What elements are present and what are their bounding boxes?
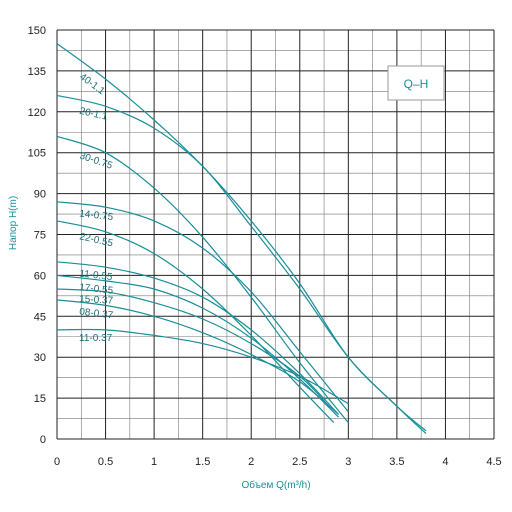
- curve-14-0.75: [56, 201, 349, 413]
- curve-label-08-0.37: 08-0.37: [79, 307, 114, 322]
- curve-30-0.75: [56, 135, 349, 423]
- y-tick-label: 45: [34, 311, 46, 323]
- curve-20-1.1: [56, 94, 427, 432]
- tick-labels-group: 0 0.5 1 1.5 2 2.5 3 3.5 4 4.5 0 15 30 45 60 75 90 105 120 1…: [28, 25, 502, 468]
- y-tick-label: 90: [34, 189, 46, 201]
- curve-11-0.37: [56, 328, 349, 405]
- y-tick-label: 135: [28, 66, 46, 78]
- y-axis-title: Напор H(m): [8, 196, 19, 250]
- major-grid: [56, 29, 495, 440]
- x-tick-label: 4.5: [486, 456, 501, 468]
- y-tick-label: 60: [34, 270, 46, 282]
- curve-08-0.37: [56, 299, 339, 415]
- x-tick-label: 4: [442, 456, 448, 468]
- x-tick-label: 3.5: [389, 456, 404, 468]
- curve-17-0.55: [56, 274, 340, 418]
- legend-text: Q–H: [404, 77, 429, 91]
- curve-label-11-0.37: 11-0.37: [79, 333, 113, 344]
- x-tick-label: 0: [54, 456, 60, 468]
- curves-group: [56, 43, 427, 434]
- curve-label-14-0.75: 14-0.75: [79, 208, 114, 223]
- curve-22-0.55: [56, 220, 335, 424]
- x-tick-label: 1: [151, 456, 157, 468]
- x-axis-title: Объем Q(m³/h): [241, 479, 310, 491]
- curve-label-17-0.55: 17-0.55: [79, 282, 114, 297]
- curve-11-0.55: [56, 261, 340, 415]
- y-tick-label: 105: [28, 148, 46, 160]
- x-tick-label: 0.5: [98, 456, 113, 468]
- y-tick-label: 15: [34, 393, 46, 405]
- x-tick-label: 1.5: [195, 456, 210, 468]
- y-tick-label: 120: [28, 107, 46, 119]
- y-tick-label: 150: [28, 25, 46, 37]
- curve-label-11-0.55: 11-0.55: [79, 268, 114, 283]
- y-tick-label: 30: [34, 352, 46, 364]
- x-tick-label: 2.5: [292, 456, 307, 468]
- y-tick-label: 0: [40, 434, 46, 446]
- x-tick-label: 2: [248, 456, 254, 468]
- legend-box: Q–H: [387, 65, 445, 101]
- curve-label-15-0.37: 15-0.37: [79, 294, 114, 307]
- x-tick-label: 3: [345, 456, 351, 468]
- curve-labels-group: 40-1.120-1.130-0.7514-0.7522-0.5511-0.55…: [77, 72, 114, 344]
- y-tick-label: 75: [34, 230, 46, 242]
